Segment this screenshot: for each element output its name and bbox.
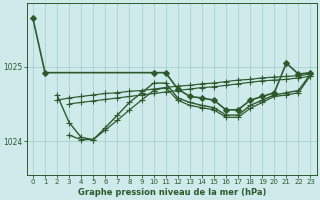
X-axis label: Graphe pression niveau de la mer (hPa): Graphe pression niveau de la mer (hPa) <box>77 188 266 197</box>
